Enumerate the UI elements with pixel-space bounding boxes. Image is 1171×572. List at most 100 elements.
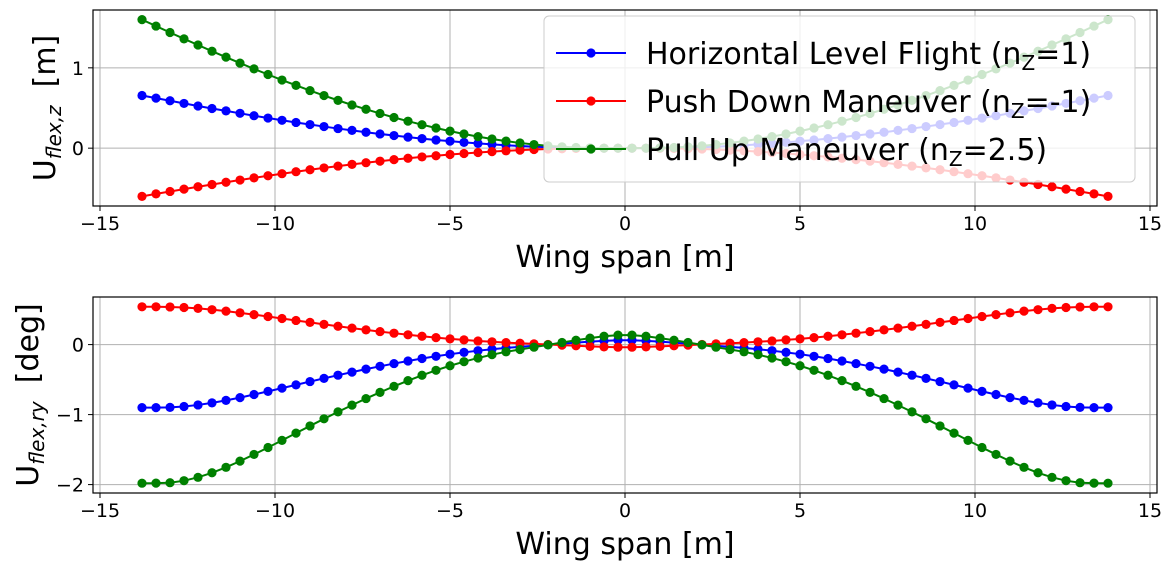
legend-box — [543, 15, 1136, 183]
legend-entry-sub: Z — [1011, 99, 1025, 123]
legend-entry-text: Horizontal Level Flight (n — [646, 37, 1021, 72]
bottom-y-ticks: −2 −1 0 — [56, 335, 93, 497]
top-y-axis-label-sub: flex,z — [42, 105, 66, 159]
bot-point-horizontal-level-flight — [333, 370, 343, 380]
bot-point-pull-up-maneuver — [207, 468, 217, 478]
bot-point-push-down-maneuver — [795, 334, 805, 344]
top-point-pull-up-maneuver — [487, 134, 497, 144]
top-point-horizontal-level-flight — [473, 138, 483, 149]
top-point-horizontal-level-flight — [445, 136, 455, 146]
top-legend: Horizontal Level Flight (nZ=1)Push Down … — [543, 15, 1136, 183]
top-point-pull-up-maneuver — [417, 120, 427, 130]
bot-point-pull-up-maneuver — [459, 357, 469, 367]
bot-point-pull-up-maneuver — [837, 376, 847, 386]
bot-point-pull-up-maneuver — [137, 478, 147, 488]
top-point-push-down-maneuver — [207, 179, 217, 190]
bottom-y-axis-label-sub: flex,ry — [25, 400, 49, 465]
top-point-push-down-maneuver — [445, 149, 455, 160]
x-tick-label: 10 — [963, 500, 987, 522]
bot-point-pull-up-maneuver — [277, 435, 287, 445]
top-point-horizontal-level-flight — [417, 134, 427, 144]
top-point-pull-up-maneuver — [389, 112, 399, 123]
legend-entry: Pull Up Maneuver (nZ=2.5) — [646, 133, 1047, 171]
top-point-pull-up-maneuver — [501, 136, 511, 146]
bot-point-push-down-maneuver — [207, 305, 217, 315]
bot-point-push-down-maneuver — [613, 342, 623, 352]
bot-point-push-down-maneuver — [1047, 303, 1057, 314]
bot-point-push-down-maneuver — [627, 342, 637, 352]
bot-point-horizontal-level-flight — [277, 383, 287, 393]
bot-point-push-down-maneuver — [445, 334, 455, 344]
bot-point-horizontal-level-flight — [1103, 403, 1113, 413]
bot-point-pull-up-maneuver — [487, 350, 497, 360]
bot-point-pull-up-maneuver — [1061, 476, 1071, 486]
top-point-push-down-maneuver — [319, 163, 329, 173]
bot-point-pull-up-maneuver — [809, 365, 819, 375]
bot-point-push-down-maneuver — [879, 325, 889, 335]
top-point-horizontal-level-flight — [235, 108, 245, 118]
chart-bottom-rotation: −15 −10 −5 0 5 10 15 −2−10 Wing span [m] Uflex… — [11, 296, 1162, 562]
bot-point-pull-up-maneuver — [1005, 456, 1015, 466]
bot-point-push-down-maneuver — [487, 337, 497, 347]
top-point-horizontal-level-flight — [459, 137, 469, 147]
top-point-horizontal-level-flight — [319, 121, 329, 132]
bot-point-horizontal-level-flight — [949, 380, 959, 390]
bot-point-horizontal-level-flight — [361, 364, 371, 374]
top-point-push-down-maneuver — [137, 191, 147, 201]
bot-point-pull-up-maneuver — [739, 347, 749, 357]
top-point-push-down-maneuver — [487, 147, 497, 157]
bot-point-pull-up-maneuver — [221, 462, 231, 472]
bot-point-push-down-maneuver — [137, 302, 147, 312]
top-point-push-down-maneuver — [347, 159, 357, 169]
top-point-push-down-maneuver — [1047, 182, 1057, 192]
bot-point-push-down-maneuver — [249, 310, 259, 320]
top-point-push-down-maneuver — [305, 165, 315, 175]
x-tick-label: 10 — [963, 213, 987, 235]
bot-point-pull-up-maneuver — [1019, 462, 1029, 472]
bot-point-horizontal-level-flight — [907, 370, 917, 380]
top-point-push-down-maneuver — [151, 189, 161, 199]
top-point-horizontal-level-flight — [361, 127, 371, 137]
bot-point-pull-up-maneuver — [515, 344, 525, 355]
bot-point-push-down-maneuver — [1089, 302, 1099, 312]
top-point-push-down-maneuver — [389, 155, 399, 165]
bot-point-pull-up-maneuver — [935, 421, 945, 431]
bot-point-horizontal-level-flight — [767, 346, 777, 356]
bot-point-push-down-maneuver — [361, 325, 371, 335]
bot-point-horizontal-level-flight — [1089, 403, 1099, 413]
bot-point-push-down-maneuver — [655, 341, 665, 351]
bot-point-pull-up-maneuver — [851, 381, 861, 391]
x-tick-label: −5 — [436, 500, 464, 522]
bot-point-pull-up-maneuver — [375, 387, 385, 397]
bot-point-pull-up-maneuver — [963, 435, 973, 445]
top-point-horizontal-level-flight — [375, 129, 385, 139]
bot-point-pull-up-maneuver — [389, 381, 399, 391]
bot-point-push-down-maneuver — [739, 338, 749, 348]
top-y-axis-label-main: U — [28, 159, 63, 181]
top-point-pull-up-maneuver — [291, 80, 301, 90]
top-point-pull-up-maneuver — [249, 64, 259, 74]
bot-point-push-down-maneuver — [809, 333, 819, 343]
legend-marker — [586, 48, 596, 58]
y-tick-label: 1 — [72, 58, 84, 80]
top-point-horizontal-level-flight — [291, 117, 301, 128]
bot-point-pull-up-maneuver — [193, 472, 203, 482]
bottom-y-axis-label-unit: [deg] — [11, 303, 46, 383]
legend-entry-tail: =2.5) — [963, 133, 1048, 168]
top-x-ticks: −15 −10 −5 0 5 10 15 — [80, 206, 1162, 235]
legend-entry: Push Down Maneuver (nZ=-1) — [646, 85, 1091, 123]
top-point-push-down-maneuver — [1075, 186, 1085, 197]
bot-point-horizontal-level-flight — [235, 392, 245, 403]
bot-point-horizontal-level-flight — [473, 346, 483, 356]
bot-point-pull-up-maneuver — [501, 347, 511, 357]
bot-point-push-down-maneuver — [403, 330, 413, 340]
bot-point-pull-up-maneuver — [613, 330, 623, 340]
x-tick-label: 15 — [1138, 213, 1162, 235]
bot-point-pull-up-maneuver — [249, 449, 259, 460]
bot-point-horizontal-level-flight — [963, 383, 973, 393]
bot-point-pull-up-maneuver — [585, 333, 595, 343]
bot-point-pull-up-maneuver — [753, 350, 763, 360]
top-point-push-down-maneuver — [333, 161, 343, 171]
bot-point-pull-up-maneuver — [543, 340, 553, 350]
bot-point-push-down-maneuver — [1075, 302, 1085, 312]
